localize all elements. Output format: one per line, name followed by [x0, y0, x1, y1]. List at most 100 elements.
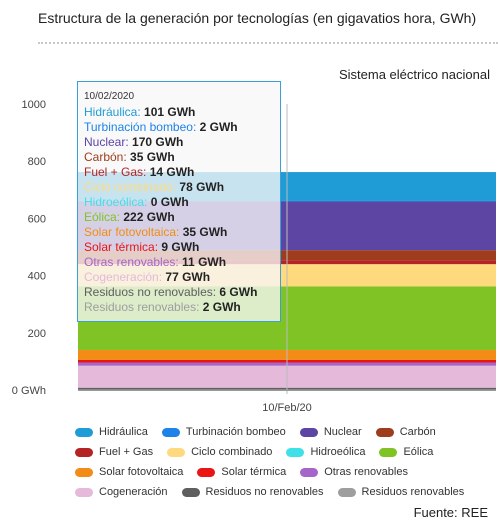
tooltip-row-value: 35 GWh	[182, 225, 228, 239]
tooltip-row: Eólica: 222 GWh	[84, 210, 280, 225]
tooltip-row-value: 222 GWh	[123, 210, 175, 224]
legend-item[interactable]: Hidroeólica	[286, 446, 365, 458]
tooltip-row-label: Eólica:	[84, 210, 124, 224]
legend-label: Carbón	[399, 426, 436, 438]
legend-swatch	[337, 487, 356, 497]
tooltip-row-value: 14 GWh	[149, 165, 195, 179]
legend-label: Otras renovables	[324, 466, 408, 478]
y-tick-label: 1000	[22, 99, 46, 111]
tooltip-row: Fuel + Gas: 14 GWh	[84, 165, 280, 180]
source-label: Fuente: REE	[413, 505, 488, 520]
tooltip-row-label: Fuel + Gas:	[84, 165, 150, 179]
legend-row: Hidráulica Turbinación bombeo Nuclear Carbó…	[75, 422, 498, 442]
tooltip-row: Carbón: 35 GWh	[84, 150, 280, 165]
tooltip-row-label: Ciclo combinado:	[84, 180, 180, 194]
y-tick-label: 600	[28, 213, 46, 225]
legend-swatch	[75, 427, 93, 437]
legend-item[interactable]: Otras renovables	[300, 466, 408, 478]
legend-swatch	[197, 467, 216, 477]
tooltip-date: 10/02/2020	[84, 91, 135, 102]
y-tick-label: 200	[28, 328, 46, 340]
tooltip-row: Turbinación bombeo: 2 GWh	[84, 120, 280, 135]
legend-swatch	[75, 487, 93, 497]
legend-label: Turbinación bombeo	[185, 426, 286, 438]
legend-item[interactable]: Cogeneración	[75, 486, 168, 498]
tooltip-row-value: 2 GWh	[202, 300, 241, 314]
legend-item[interactable]: Fuel + Gas	[75, 446, 153, 458]
legend-label: Solar térmica	[221, 466, 287, 478]
tooltip-row-label: Residuos renovables:	[84, 300, 203, 314]
data-tooltip: 10/02/2020 Hidráulica: 101 GWh Turbinació…	[77, 81, 281, 322]
tooltip-row-value: 170 GWh	[132, 135, 184, 149]
legend-swatch	[379, 447, 398, 457]
tooltip-row: Hidráulica: 101 GWh	[84, 105, 280, 120]
legend-label: Nuclear	[323, 426, 362, 438]
legend-label: Hidroeólica	[310, 446, 366, 458]
legend-swatch	[167, 447, 186, 457]
tooltip-row: Solar fotovoltaica: 35 GWh	[84, 225, 280, 240]
legend-item[interactable]: Ciclo combinado	[167, 446, 272, 458]
tooltip-row-value: 101 GWh	[144, 105, 196, 119]
x-tick-label: 10/Feb/20	[262, 402, 312, 414]
tooltip-row: Ciclo combinado: 78 GWh	[84, 180, 280, 195]
legend-label: Solar fotovoltaica	[99, 466, 184, 478]
legend-item[interactable]: Residuos no renovables	[181, 486, 324, 498]
legend-label: Fuel + Gas	[99, 446, 154, 458]
legend-swatch	[300, 467, 319, 477]
legend-label: Eólica	[403, 446, 434, 458]
legend-label: Residuos renovables	[361, 486, 465, 498]
tooltip-row-label: Otras renovables:	[84, 255, 183, 269]
legend-row: Solar fotovoltaica Solar térmica Otras ren…	[75, 462, 498, 482]
tooltip-row: Nuclear: 170 GWh	[84, 135, 280, 150]
tooltip-row-label: Carbón:	[84, 150, 131, 164]
legend-item[interactable]: Nuclear	[299, 426, 362, 438]
tooltip-row-value: 78 GWh	[179, 180, 225, 194]
legend-item[interactable]: Turbinación bombeo	[161, 426, 286, 438]
legend-row: Cogeneración Residuos no renovables Residu…	[75, 482, 498, 502]
chart-legend: Hidráulica Turbinación bombeo Nuclear Carbó…	[75, 422, 498, 502]
tooltip-row-value: 2 GWh	[199, 120, 238, 134]
legend-swatch	[286, 447, 305, 457]
legend-swatch	[75, 447, 93, 457]
legend-item[interactable]: Solar fotovoltaica	[75, 466, 183, 478]
tooltip-row: Residuos no renovables: 6 GWh	[84, 285, 280, 300]
tooltip-row-label: Hidráulica:	[84, 105, 145, 119]
legend-swatch	[75, 467, 93, 477]
legend-item[interactable]: Eólica	[379, 446, 433, 458]
legend-label: Cogeneración	[99, 486, 168, 498]
tooltip-row-value: 0 GWh	[150, 195, 189, 209]
tooltip-row-label: Hidroeólica:	[84, 195, 151, 209]
tooltip-row: Hidroeólica: 0 GWh	[84, 195, 280, 210]
tooltip-row-label: Residuos no renovables:	[84, 285, 220, 299]
tooltip-row-label: Turbinación bombeo:	[84, 120, 200, 134]
y-tick-label: 400	[28, 271, 46, 283]
tooltip-row-value: 35 GWh	[130, 150, 175, 164]
legend-label: Residuos no renovables	[205, 486, 324, 498]
legend-swatch	[299, 427, 318, 437]
y-tick-label: 0 GWh	[12, 385, 46, 397]
legend-item[interactable]: Residuos renovables	[337, 486, 465, 498]
tooltip-row-label: Solar térmica:	[84, 240, 162, 254]
legend-label: Ciclo combinado	[191, 446, 273, 458]
tooltip-row-value: 77 GWh	[165, 270, 211, 284]
legend-row: Fuel + Gas Ciclo combinado Hidroeólica Eóli…	[75, 442, 498, 462]
legend-swatch	[375, 427, 394, 437]
tooltip-row-value: 11 GWh	[182, 255, 227, 269]
legend-item[interactable]: Hidráulica	[75, 426, 148, 438]
legend-item[interactable]: Solar térmica	[197, 466, 286, 478]
tooltip-row-label: Nuclear:	[84, 135, 133, 149]
tooltip-row-label: Solar fotovoltaica:	[84, 225, 183, 239]
tooltip-row: Cogeneración: 77 GWh	[84, 270, 280, 285]
legend-swatch	[161, 427, 180, 437]
legend-swatch	[181, 487, 200, 497]
tooltip-row-label: Cogeneración:	[84, 270, 166, 284]
tooltip-row: Residuos renovables: 2 GWh	[84, 300, 280, 315]
chart-subtitle: Sistema eléctrico nacional	[338, 67, 490, 82]
legend-label: Hidráulica	[99, 426, 148, 438]
title-divider	[38, 42, 498, 44]
y-tick-label: 800	[28, 156, 46, 168]
legend-item[interactable]: Carbón	[375, 426, 436, 438]
tooltip-row-value: 6 GWh	[219, 285, 258, 299]
tooltip-row: Solar térmica: 9 GWh	[84, 240, 280, 255]
chart-title: Estructura de la generación por tecnolog…	[38, 10, 477, 26]
